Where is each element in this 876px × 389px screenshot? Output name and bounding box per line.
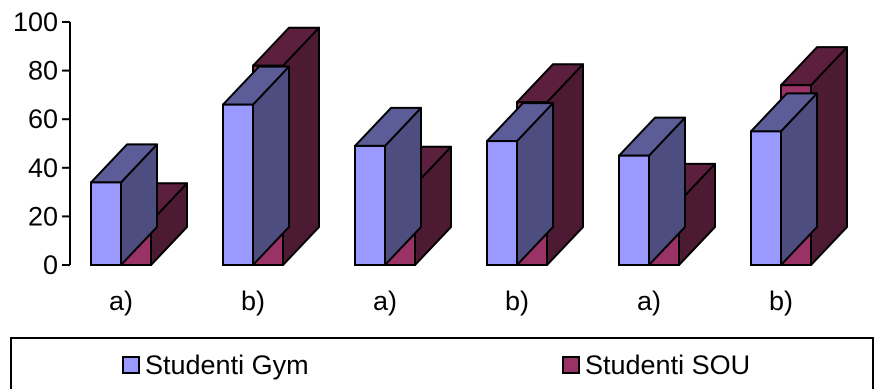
y-tick-label: 60: [28, 104, 58, 134]
y-axis: [62, 21, 71, 266]
bar-gym: [750, 92, 818, 266]
y-tick-label: 0: [43, 250, 58, 280]
legend-swatch-gym: [122, 356, 140, 374]
category-label: b): [505, 286, 529, 316]
bar-front-face: [486, 140, 518, 267]
bar-front-face: [750, 130, 782, 266]
bar-gym: [618, 116, 686, 266]
legend: Studenti Gym Studenti SOU: [10, 337, 874, 389]
y-tick-label: 40: [28, 153, 58, 183]
legend-label-sou: Studenti SOU: [585, 349, 751, 380]
legend-item-sou: Studenti SOU: [562, 349, 750, 381]
legend-item-gym: Studenti Gym: [122, 349, 309, 381]
category-label: a): [109, 286, 133, 316]
bar-front-face: [222, 103, 254, 267]
legend-label-gym: Studenti Gym: [145, 349, 309, 380]
bar-gym: [222, 65, 290, 267]
bar-gym: [90, 143, 158, 267]
category-label: b): [241, 286, 265, 316]
bars-group: [90, 26, 848, 267]
legend-swatch-sou: [562, 356, 580, 374]
category-label: a): [637, 286, 661, 316]
y-tick-label: 80: [28, 56, 58, 86]
category-label: b): [769, 286, 793, 316]
chart-plot: 0 20 40 60 80 100 a) b) a) b) a) b): [13, 7, 848, 316]
bar-gym: [486, 102, 554, 267]
bar-front-face: [354, 144, 386, 266]
bar-front-face: [90, 181, 122, 267]
category-labels: a) b) a) b) a) b): [109, 286, 793, 316]
y-tick-label: 20: [28, 201, 58, 231]
y-tick-labels: 0 20 40 60 80 100: [13, 7, 58, 280]
bar-gym: [354, 106, 422, 266]
y-tick-label: 100: [13, 7, 58, 37]
category-label: a): [373, 286, 397, 316]
bar-front-face: [618, 154, 650, 266]
